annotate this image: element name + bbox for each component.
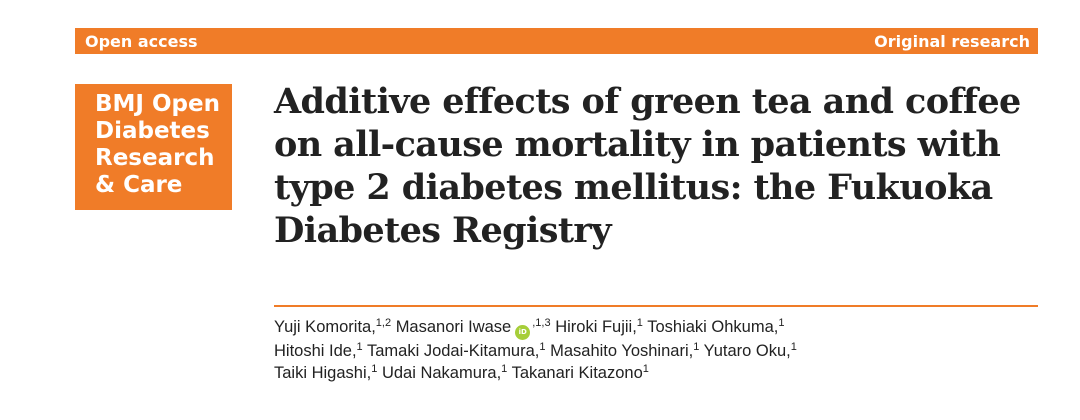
journal-logo-line: BMJ Open	[95, 91, 220, 117]
title-line: Diabetes Registry	[274, 210, 612, 251]
author-name[interactable]: Yutaro Oku,	[703, 342, 791, 360]
affiliation-sup: 1	[371, 363, 378, 375]
article-title: Additive effects of green tea and coffee…	[274, 80, 1054, 252]
author-name[interactable]: Takanari Kitazono	[511, 364, 643, 382]
title-line: type 2 diabetes mellitus: the Fukuoka	[274, 167, 993, 208]
author-name[interactable]: Toshiaki Ohkuma,	[647, 318, 779, 336]
author-name[interactable]: Yuji Komorita,	[274, 318, 376, 336]
affiliation-sup: 1	[778, 317, 785, 329]
affiliation-sup: 1	[790, 341, 797, 353]
author-name[interactable]: Masanori Iwase	[395, 318, 512, 336]
orcid-icon[interactable]: iD	[515, 325, 531, 340]
journal-logo-line: & Care	[95, 172, 183, 198]
title-divider	[274, 305, 1038, 307]
affiliation-sup: 1	[356, 341, 363, 353]
journal-logo-line: Diabetes	[95, 118, 210, 144]
article-type-label: Original research	[874, 31, 1030, 51]
author-line: Yuji Komorita,1,2 Masanori Iwase iD,1,3 H…	[274, 316, 1034, 340]
affiliation-sup: ,1,3	[532, 317, 551, 329]
author-name[interactable]: Taiki Higashi,	[274, 364, 372, 382]
journal-logo-line: Research	[95, 145, 215, 171]
affiliation-sup: 1	[693, 341, 700, 353]
author-name[interactable]: Tamaki Jodai-Kitamura,	[366, 342, 540, 360]
author-line: Hitoshi Ide,1 Tamaki Jodai-Kitamura,1 Ma…	[274, 340, 1034, 362]
affiliation-sup: 1	[642, 363, 649, 375]
header-bar: Open access Original research	[75, 28, 1038, 54]
author-name[interactable]: Udai Nakamura,	[381, 364, 502, 382]
title-line: on all-cause mortality in patients with	[274, 124, 1001, 165]
affiliation-sup: 1	[539, 341, 546, 353]
affiliation-sup: 1	[636, 317, 643, 329]
author-name[interactable]: Hitoshi Ide,	[274, 342, 357, 360]
author-line: Taiki Higashi,1 Udai Nakamura,1 Takanari…	[274, 362, 1034, 384]
author-name[interactable]: Masahito Yoshinari,	[550, 342, 694, 360]
open-access-label: Open access	[85, 31, 198, 51]
author-list: Yuji Komorita,1,2 Masanori Iwase iD,1,3 H…	[274, 316, 1034, 384]
affiliation-sup: 1	[501, 363, 508, 375]
affiliation-sup: 1,2	[375, 317, 392, 329]
title-line: Additive effects of green tea and coffee	[274, 81, 1021, 122]
journal-logo: BMJ Open Diabetes Research & Care	[75, 84, 232, 210]
author-name[interactable]: Hiroki Fujii,	[555, 318, 637, 336]
